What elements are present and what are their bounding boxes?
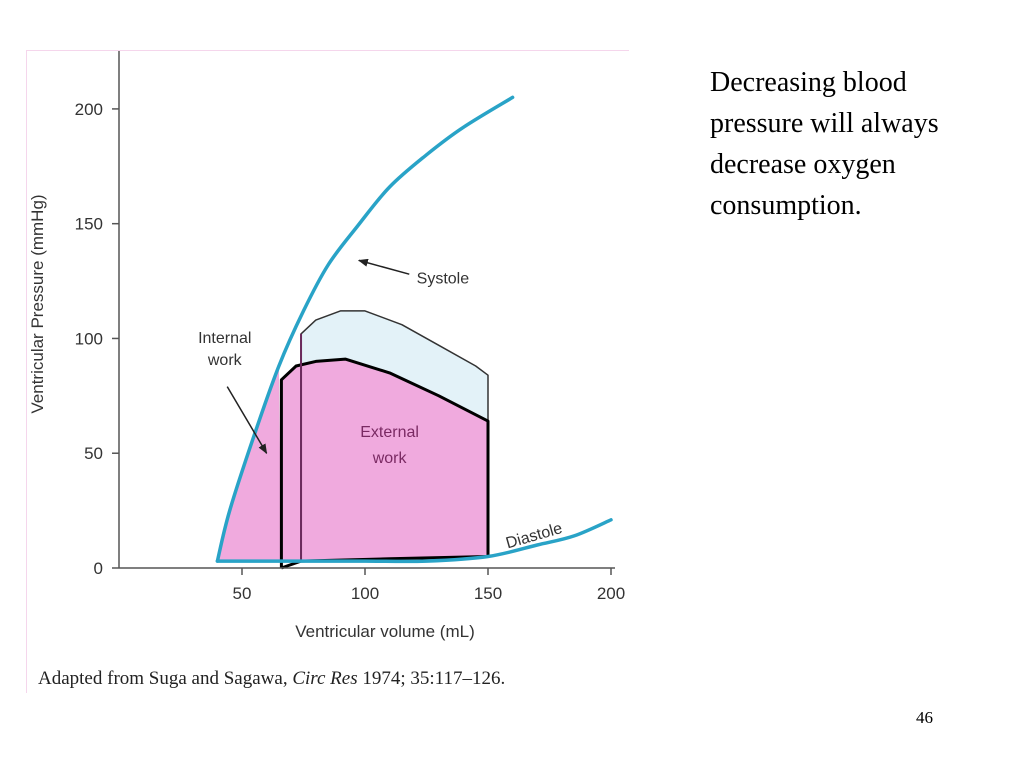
lower-pressure-loop [279,357,490,570]
external-work-label: work [372,450,408,467]
diastole-curve [215,518,613,564]
systole-label: Systole [417,270,470,287]
internal-work-label: Internal [198,330,251,347]
y-axis-title: Ventricular Pressure (mmHg) [28,194,47,413]
x-tick-label: 200 [597,584,625,603]
pv-loop-chart: 0 50 100 150 200 50 100 150 200 Ventricular volum… [28,51,625,641]
caption-suffix: 1974; 35:117–126. [357,668,506,689]
y-tick-label: 150 [75,215,103,234]
systole-arrow [357,258,410,275]
y-tick-label: 100 [75,329,103,348]
x-tick-label: 50 [233,584,252,603]
caption-journal: Circ Res [292,668,358,689]
slide-body-text: Decreasing blood pressure will always de… [710,67,939,221]
y-tick-label: 200 [75,100,103,119]
caption-prefix: Adapted from Suga and Sagawa, [38,668,293,689]
internal-work-area [217,366,282,562]
x-axis-title: Ventricular volume (mL) [295,622,475,641]
systole-curve [215,95,515,563]
internal-work-arrow [226,386,268,455]
y-tick-label: 50 [84,444,103,463]
external-work-area [281,359,488,562]
x-tick-label: 150 [474,584,502,603]
external-work-label: External [360,424,419,441]
figure-panel: 0 50 100 150 200 50 100 150 200 Ventricular volum… [26,50,629,693]
y-tick-label: 0 [94,559,103,578]
internal-work-label: work [207,352,243,369]
figure-caption: Adapted from Suga and Sagawa, Circ Res 1… [38,668,505,690]
x-tick-label: 100 [351,584,379,603]
slide-number: 46 [916,708,933,727]
